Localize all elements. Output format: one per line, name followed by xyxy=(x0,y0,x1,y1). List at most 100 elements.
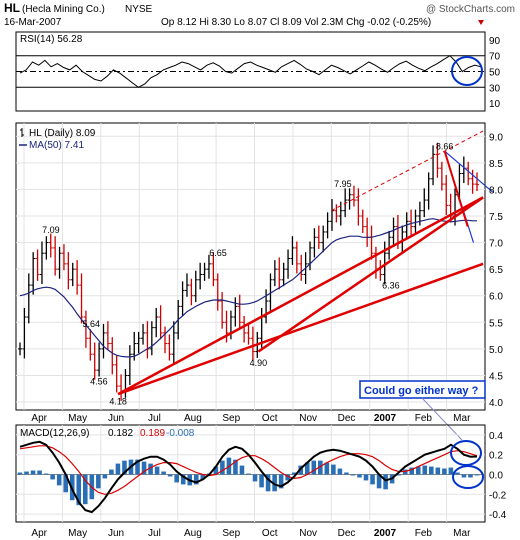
macd-hist-bar xyxy=(461,474,467,478)
macd-hist-bar xyxy=(167,474,173,477)
price-tick-label: 7.5 xyxy=(489,212,503,223)
macd-hist-bar xyxy=(468,474,473,478)
x-axis-top-label: Sep xyxy=(222,413,240,424)
x-axis-bottom-label: Feb xyxy=(415,528,433,539)
x-axis-top: Apr May Jun Jul Aug Sep Oct Nov Dec 2007 Feb Mar xyxy=(31,413,471,424)
x-axis-top-label: 2007 xyxy=(374,413,397,424)
rsi-grid xyxy=(16,55,485,88)
macd-hist-bar xyxy=(383,474,388,490)
macd-hist-bar xyxy=(252,474,258,482)
macd-panel: 0.4 0.2 0.0 -0.2 -0.4 MACD(12,26,9) 0.182 0.… xyxy=(15,424,507,523)
macd-hist-bar xyxy=(435,467,441,475)
price-annotation-label: 7.95 xyxy=(334,179,352,189)
macd-hist-bar xyxy=(337,468,343,475)
rsi-tick-label: 50 xyxy=(489,68,501,79)
header-date: 16-Mar-2007 xyxy=(4,17,62,28)
macd-hist-bar xyxy=(291,472,297,475)
rsi-panel: RSI(14) 56.28 90 70 50 30 10 xyxy=(15,31,501,112)
x-axis-top-label: Nov xyxy=(299,413,317,424)
trend-support-main xyxy=(117,196,484,396)
macd-hist-bar xyxy=(331,464,336,475)
macd-hist-bar xyxy=(272,474,277,492)
macd-hist-bar xyxy=(285,474,290,481)
header-symbol: HL xyxy=(4,1,20,15)
x-axis-bottom-label: May xyxy=(68,528,87,539)
macd-value: 0.182 xyxy=(108,428,133,439)
ma-label: MA(50) 7.41 xyxy=(29,140,84,151)
macd-hist-bar xyxy=(233,459,238,475)
price-tick-label: 5.5 xyxy=(489,318,503,329)
x-axis-bottom-label: Nov xyxy=(299,528,317,539)
macd-hist-bar xyxy=(37,470,42,475)
chg-down-arrow-icon xyxy=(478,20,484,25)
macd-hist-bar xyxy=(174,474,179,483)
macd-tick-label: 0.2 xyxy=(489,451,503,462)
x-axis-top-label: Jul xyxy=(148,413,161,424)
x-axis-bottom: Apr May Jun Jul Aug Sep Oct Nov Dec 2007 Feb Mar xyxy=(31,528,471,539)
macd-hist-bar xyxy=(357,474,362,478)
price-annotation-label: 4.56 xyxy=(90,376,108,386)
callout-pointer xyxy=(421,397,463,441)
header-quote: Op 8.12 Hi 8.30 Lo 8.07 Cl 8.09 Vol 2.3M… xyxy=(161,17,431,28)
price-ticks: 9.0 8.5 8.0 7.5 7.0 6.5 6.0 5.5 5.0 4.5 4.0 xyxy=(489,132,503,409)
trend-support-steep xyxy=(257,196,484,353)
macd-hist-bar xyxy=(474,474,480,476)
price-annotations: 7.09 5.64 4.564.18 6.65 4.90 7.95 6.36 8.66 xyxy=(42,141,453,406)
macd-hist-bar xyxy=(246,473,251,475)
macd-hist-bar xyxy=(304,462,310,475)
price-tick-label: 4.5 xyxy=(489,371,503,382)
x-axis-bottom-label: Oct xyxy=(262,528,278,539)
price-bars xyxy=(18,142,479,401)
macd-hist-bar xyxy=(122,460,127,475)
macd-hist-bar xyxy=(415,466,421,475)
macd-hist-bar xyxy=(161,471,166,475)
x-axis-top-label: Aug xyxy=(184,413,202,424)
macd-hist-bar xyxy=(442,468,447,475)
macd-tick-label: -0.2 xyxy=(489,490,507,501)
macd-hist-bar xyxy=(63,474,68,493)
macd-hist-bar xyxy=(278,474,284,489)
x-axis-top-label: Oct xyxy=(262,413,278,424)
header-watermark: @ StockCharts.com xyxy=(426,4,515,15)
macd-hist-bar xyxy=(311,460,317,475)
macd-frame xyxy=(15,424,486,523)
price-annotation-label: 8.66 xyxy=(436,141,454,151)
x-axis-top-label: May xyxy=(68,413,87,424)
x-axis-bottom-label: 2007 xyxy=(374,528,397,539)
rsi-tick-label: 90 xyxy=(489,36,501,47)
macd-highlight-circle-bottom xyxy=(452,465,484,489)
x-axis-top-label: Feb xyxy=(415,413,433,424)
macd-hist-bar xyxy=(102,474,108,479)
header-company: (Hecla Mining Co.) xyxy=(22,4,105,15)
price-tick-label: 4.0 xyxy=(489,398,503,409)
macd-hist-bar xyxy=(265,474,271,492)
rsi-tick-label: 10 xyxy=(489,99,501,110)
price-tick-label: 9.0 xyxy=(489,132,503,143)
price-label: HL (Daily) 8.09 xyxy=(29,128,96,139)
macd-hist-bar xyxy=(350,474,356,476)
macd-hist-bar xyxy=(422,465,428,475)
price-tick-label: 8.0 xyxy=(489,185,503,196)
macd-highlight-circle-top xyxy=(450,440,482,466)
hist-value: -0.008 xyxy=(166,428,195,439)
macd-hist-bar xyxy=(239,465,245,475)
macd-hist-bar xyxy=(83,474,88,505)
rsi-ticks: 90 70 50 30 10 xyxy=(489,36,501,110)
wedge-red-line xyxy=(443,150,469,227)
macd-hist-bar xyxy=(24,471,29,475)
macd-ticks: 0.4 0.2 0.0 -0.2 -0.4 xyxy=(489,431,507,521)
macd-hist-bar xyxy=(259,474,264,488)
price-annotation-label: 6.36 xyxy=(382,281,400,291)
signal-value: 0.189 xyxy=(140,428,165,439)
macd-hist-bar xyxy=(455,472,460,475)
x-axis-top-label: Apr xyxy=(31,413,47,424)
x-axis-top-label: Jun xyxy=(108,413,124,424)
macd-hist-bar xyxy=(30,470,36,475)
macd-tick-label: -0.4 xyxy=(489,510,507,521)
macd-hist-bar xyxy=(141,461,147,475)
x-axis-bottom-label: Jun xyxy=(108,528,124,539)
macd-tick-label: 0.0 xyxy=(489,470,503,481)
macd-hist-bar xyxy=(324,462,330,475)
x-axis-bottom-label: Mar xyxy=(453,528,471,539)
